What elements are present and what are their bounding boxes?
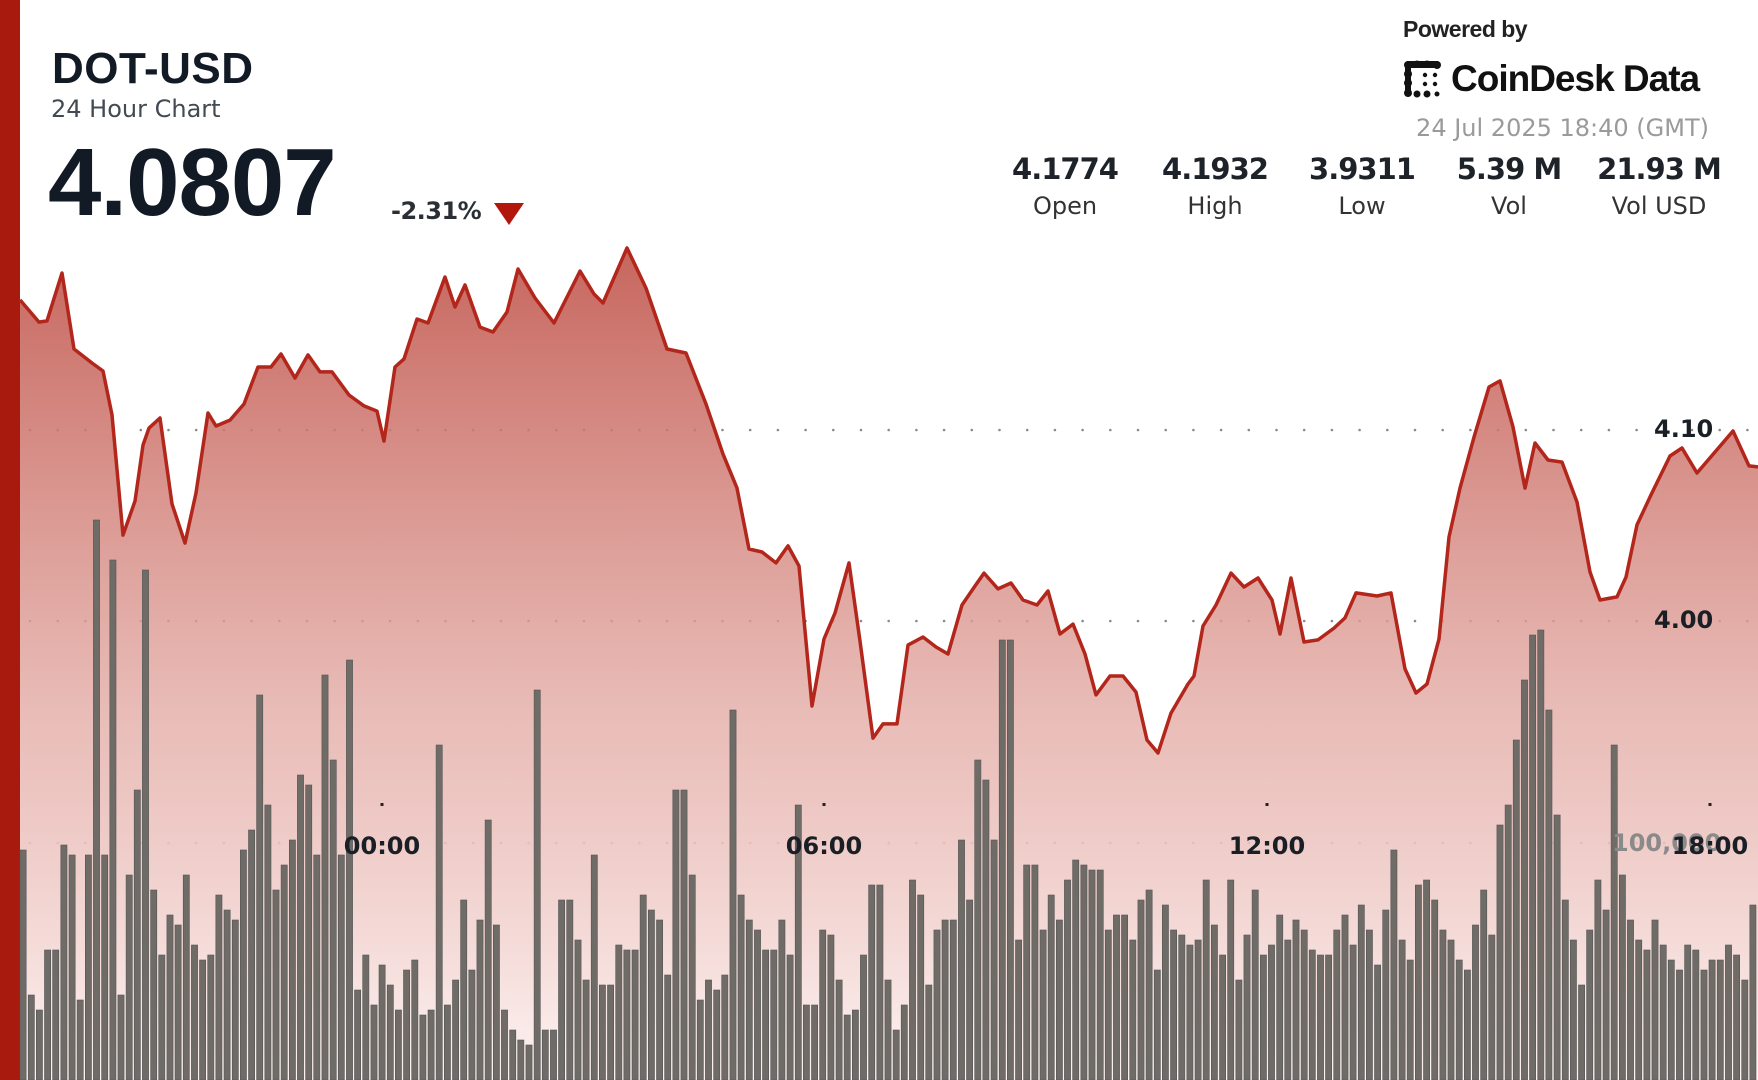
stat-label: Open (1032, 192, 1098, 220)
down-arrow-icon (494, 203, 524, 225)
powered-by-label: Powered by (1403, 16, 1528, 42)
stat-value: 4.1932 (1162, 152, 1269, 186)
stat-value: 4.1774 (1012, 152, 1119, 186)
current-price: 4.0807 (48, 129, 337, 236)
x-axis-label-0000: 00:00 (343, 832, 421, 860)
stat-label: High (1187, 192, 1243, 220)
coindesk-logo-icon (1404, 60, 1441, 98)
y-axis-label-4-10: 4.10 (1654, 415, 1714, 443)
stat-value: 5.39 M (1456, 152, 1563, 186)
stat-label: Low (1338, 192, 1386, 220)
volume-axis-label: 100,000 (1612, 829, 1722, 857)
brand-name: CoinDesk Data (1451, 58, 1700, 99)
volume-bars (19, 519, 1757, 1080)
x-axis-label-1200: 12:00 (1228, 832, 1306, 860)
stat-value: 3.9311 (1309, 152, 1416, 186)
stat-high: 4.1932 High (1150, 152, 1280, 220)
price-area-fill (20, 248, 1758, 1080)
x-axis-label-1800: 18:00 (1671, 832, 1749, 860)
ticker-symbol: DOT-USD (52, 44, 254, 93)
stat-value: 21.93 M (1597, 152, 1722, 186)
chart-subtitle: 24 Hour Chart (51, 95, 221, 123)
stat-low: 3.9311 Low (1297, 152, 1427, 220)
stat-label: Vol (1491, 192, 1527, 220)
stat-open: 4.1774 Open (1000, 152, 1130, 220)
x-axis-label-0600: 06:00 (785, 832, 863, 860)
brand-logo-link[interactable]: CoinDesk Data (1403, 58, 1700, 100)
price-line (18, 246, 1758, 755)
x-axis-ticks (380, 803, 1712, 806)
timestamp: 24 Jul 2025 18:40 (GMT) (1416, 114, 1709, 142)
stat-label: Vol USD (1611, 192, 1707, 220)
price-change-percent: -2.31% (391, 197, 482, 225)
y-axis-label-4-00: 4.00 (1654, 606, 1714, 634)
accent-bar (0, 0, 20, 1080)
stat-vol: 5.39 M Vol (1444, 152, 1574, 220)
stat-vol-usd: 21.93 M Vol USD (1594, 152, 1724, 220)
